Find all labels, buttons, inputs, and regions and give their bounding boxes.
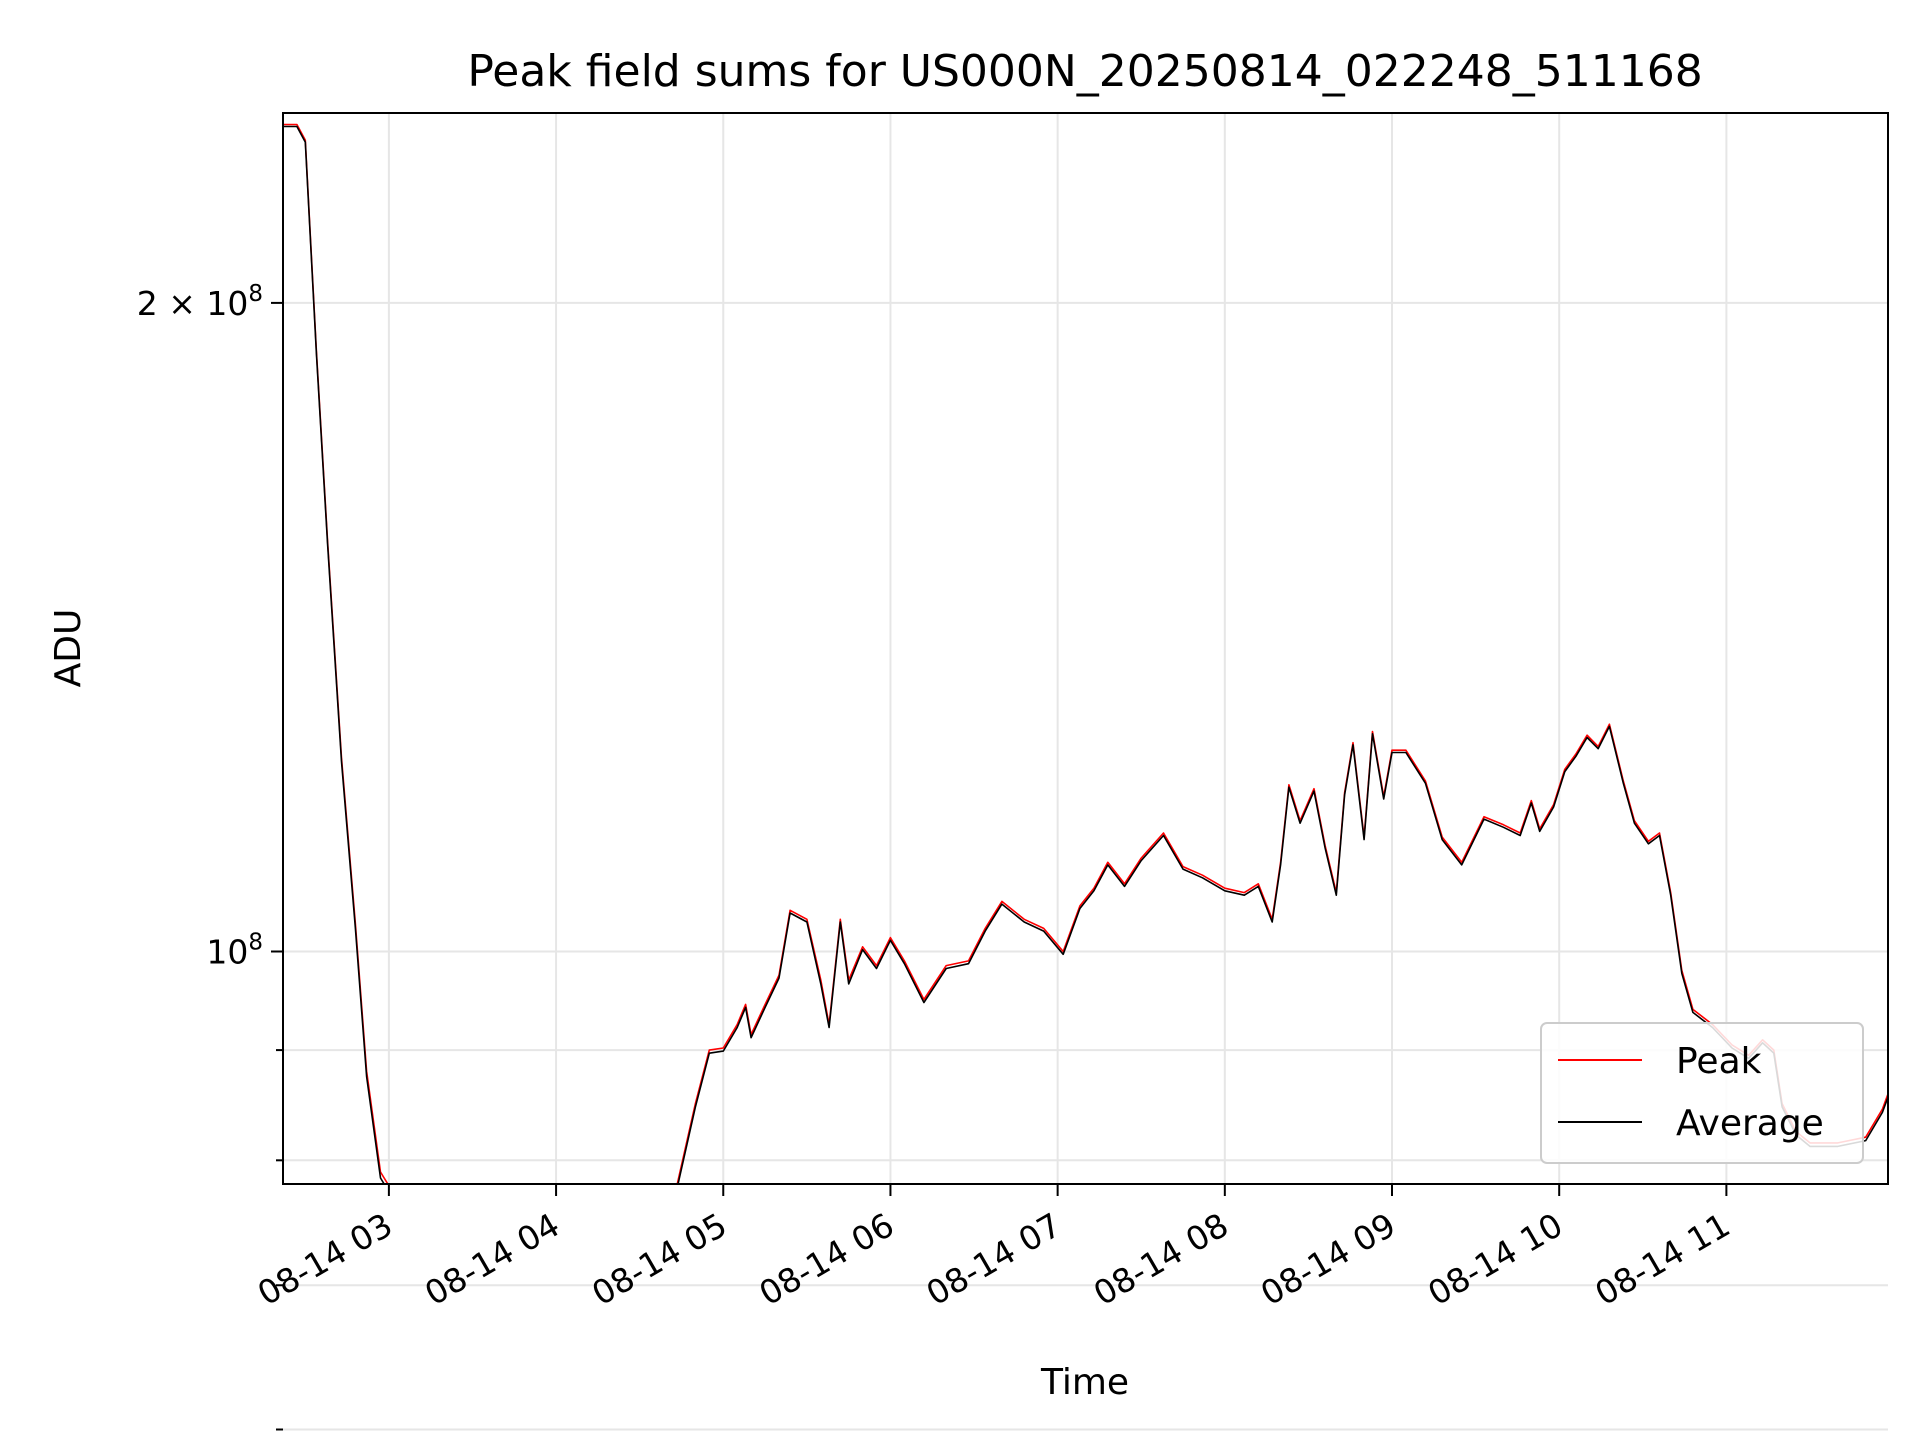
legend-box <box>1540 1022 1864 1164</box>
legend: Peak Average <box>1540 1022 1864 1164</box>
plot-frame <box>282 112 1889 1185</box>
chart-title: Peak field sums for US000N_20250814_0222… <box>467 46 1702 97</box>
x-axis-label: Time <box>1040 1362 1129 1403</box>
y-tick-label: 2 × 108 <box>137 281 263 323</box>
y-tick-label: 108 <box>206 930 263 972</box>
y-axis-label: ADU <box>48 609 89 688</box>
legend-label-peak: Peak <box>1676 1041 1762 1082</box>
legend-label-average: Average <box>1676 1103 1824 1144</box>
